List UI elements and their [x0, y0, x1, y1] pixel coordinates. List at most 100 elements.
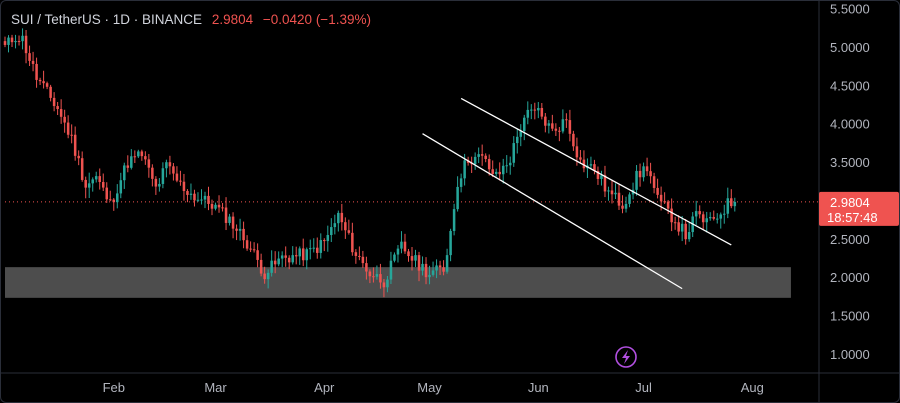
lightning-icon-ring [615, 346, 637, 368]
candle-body [351, 232, 354, 253]
candle-body [624, 203, 628, 209]
candle-body [133, 156, 137, 158]
candle-body [116, 193, 119, 203]
candle-body [249, 248, 252, 250]
candle-body [263, 273, 266, 280]
candle-body [498, 171, 501, 175]
candle-body [372, 276, 375, 278]
candle-body [407, 251, 410, 257]
candle-body [505, 165, 508, 167]
candle-body [344, 222, 347, 231]
candle-body [610, 190, 614, 195]
price-badge-countdown: 18:57:48 [827, 210, 878, 225]
candle-body [575, 146, 579, 158]
candle-body [684, 223, 687, 240]
candle-body [400, 241, 403, 249]
candle-body [259, 259, 263, 274]
candle-body [428, 274, 431, 278]
candle-body [442, 267, 445, 272]
candle-body [323, 240, 326, 242]
candle-body [361, 256, 365, 264]
candle-body [137, 151, 140, 157]
candle-body [7, 37, 10, 45]
candle-body [537, 107, 540, 111]
candle-body [501, 165, 505, 175]
candle-body [715, 218, 719, 220]
candle-body [705, 218, 708, 223]
candle-body [301, 248, 305, 261]
candle-body [228, 216, 231, 223]
candle-body [287, 257, 291, 263]
x-tick-label: Aug [741, 380, 764, 395]
candle-body [316, 247, 319, 253]
candle-body [477, 154, 480, 157]
channel-upper-line [460, 97, 732, 246]
price-change: −0.0420 (−1.39%) [262, 12, 371, 27]
candle-body [558, 130, 561, 132]
candle-body [547, 123, 551, 126]
candle-body [24, 35, 28, 54]
candle-body [305, 249, 309, 261]
candle-body [568, 120, 572, 134]
candle-body [298, 248, 301, 257]
x-tick-label: Apr [314, 380, 335, 395]
candle-body [112, 199, 116, 203]
candle-body [158, 183, 161, 187]
candle-body [200, 199, 203, 201]
candle-body [87, 183, 91, 188]
candle-body [659, 194, 663, 202]
candle-body [670, 208, 673, 223]
candle-body [333, 223, 337, 228]
candle-body [80, 158, 84, 180]
candle-body [340, 212, 344, 223]
candle-body [277, 258, 280, 265]
candle-body [21, 35, 24, 42]
candle-body [712, 217, 716, 219]
candle-body [284, 255, 287, 258]
candle-body [210, 203, 214, 209]
candle-body [645, 166, 649, 172]
x-tick-label: Jul [635, 380, 652, 395]
candle-body [231, 216, 235, 229]
candle-body [147, 159, 151, 168]
candle-body [561, 119, 565, 132]
candle-body [66, 122, 70, 135]
candle-body [319, 240, 323, 253]
candle-body [337, 212, 340, 224]
candle-body [487, 159, 491, 170]
y-tick-label: 1.5000 [830, 308, 870, 323]
candle-body [375, 274, 379, 277]
candle-body [130, 156, 133, 168]
candle-body [723, 213, 726, 215]
candle-body [708, 217, 712, 219]
candle-body [291, 255, 294, 263]
candle-body [673, 222, 677, 224]
candle-body [330, 227, 333, 236]
candle-body [45, 83, 49, 87]
candle-body [638, 170, 642, 178]
candle-body [140, 151, 144, 157]
candle-body [256, 250, 259, 260]
candle-body [410, 256, 414, 261]
candle-body [614, 192, 617, 195]
candle-body [189, 193, 193, 195]
candle-body [733, 201, 737, 207]
candle-body [484, 155, 487, 160]
candle-body [523, 117, 526, 131]
candle-body [512, 143, 516, 163]
candle-body [677, 222, 680, 232]
y-tick-label: 5.0000 [830, 40, 870, 55]
price-badge-value: 2.9804 [830, 195, 870, 210]
candle-body [459, 178, 463, 187]
candle-body [526, 109, 530, 118]
candle-body [108, 199, 112, 201]
candle-body [10, 37, 14, 43]
symbol-title[interactable]: SUI / TetherUS · 1D · BINANCE [11, 12, 203, 27]
candle-body [579, 157, 582, 160]
candle-body [628, 194, 631, 204]
candle-body [326, 235, 330, 242]
candle-body [17, 40, 21, 42]
candle-body [193, 193, 196, 201]
candle-body [347, 230, 351, 233]
